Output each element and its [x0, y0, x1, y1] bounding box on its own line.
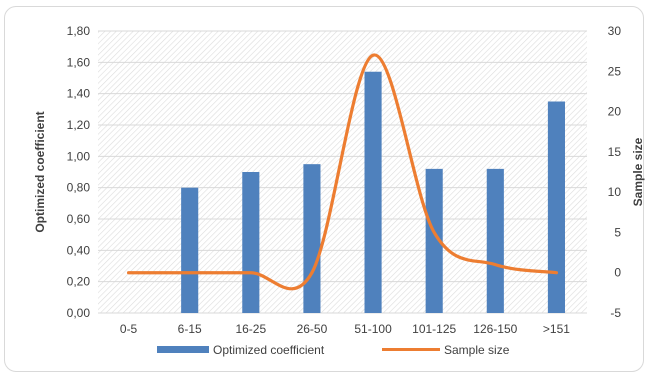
plot-area: [98, 31, 587, 313]
bar: [242, 172, 260, 313]
y-tick-label: 0,00: [67, 306, 91, 320]
bar: [181, 187, 199, 313]
y2-axis-title: Sample size: [631, 137, 645, 206]
y-tick-label: 0,60: [67, 212, 91, 226]
legend: Optimized coefficient Sample size: [157, 343, 510, 357]
y2-tick-label: 20: [608, 105, 622, 119]
sample-size-line: [126, 53, 559, 291]
legend-swatch-optimized-coefficient: [157, 346, 209, 353]
y2-tick-label: 15: [608, 145, 622, 159]
bar: [364, 71, 382, 313]
bar: [486, 168, 504, 313]
gridlines: [98, 30, 587, 314]
y2-tick-label: 30: [608, 24, 622, 38]
bar-series: [181, 71, 565, 313]
y2-tick-label: 10: [608, 185, 622, 199]
bar: [425, 168, 443, 313]
x-tick-label: 6-15: [178, 322, 202, 336]
x-tick-label: 51-100: [354, 322, 392, 336]
legend-label-optimized-coefficient: Optimized coefficient: [213, 343, 325, 357]
y2-tick-label: 0: [614, 266, 621, 280]
x-axis: 0-5 6-15 16-25 26-50 51-100 101-125 126-150 >15…: [120, 322, 570, 336]
bar: [303, 164, 321, 313]
x-tick-label: 16-25: [235, 322, 266, 336]
line-series: [126, 53, 559, 291]
x-tick-label: 26-50: [297, 322, 328, 336]
y-tick-label: 1,60: [67, 55, 91, 69]
x-tick-label: 101-125: [412, 322, 456, 336]
x-tick-label: 126-150: [473, 322, 517, 336]
legend-label-sample-size: Sample size: [444, 343, 510, 357]
y2-tick-label: 5: [614, 225, 621, 239]
y-tick-label: 1,80: [67, 24, 91, 38]
y-tick-label: 0,20: [67, 275, 91, 289]
x-tick-label: 0-5: [120, 322, 138, 336]
y-tick-label: 1,40: [67, 87, 91, 101]
y-axis-title: Optimized coefficient: [33, 111, 47, 232]
y-tick-label: 1,00: [67, 149, 91, 163]
y-axis-right: -5 0 5 10 15 20 25 30: [608, 24, 622, 320]
y-tick-label: 0,40: [67, 243, 91, 257]
y2-tick-label: -5: [610, 306, 621, 320]
bar: [547, 101, 565, 313]
y-tick-label: 1,20: [67, 118, 91, 132]
y-axis-left: 0,00 0,20 0,40 0,60 0,80 1,00 1,20 1,40 1,60 1,80: [67, 24, 91, 320]
x-tick-label: >151: [543, 322, 570, 336]
y2-tick-label: 25: [608, 64, 622, 78]
y-tick-label: 0,80: [67, 181, 91, 195]
